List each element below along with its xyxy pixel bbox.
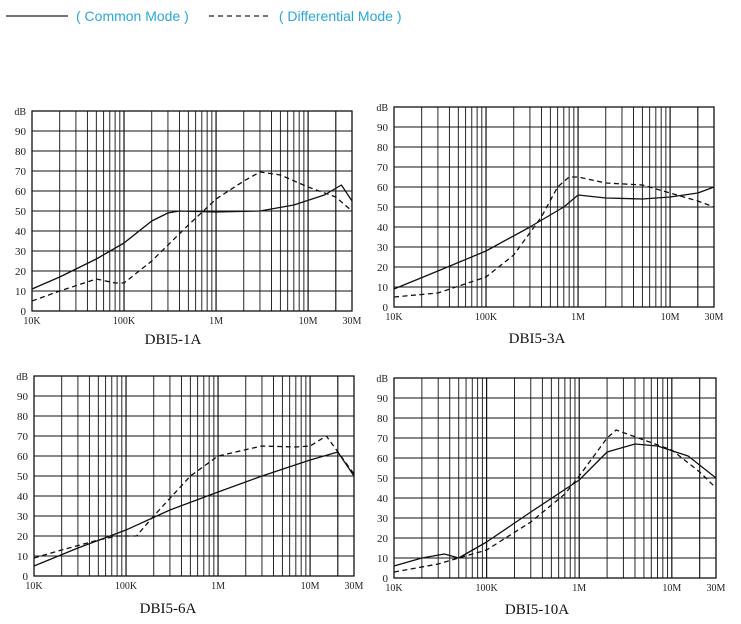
series-line-common-mode: [33, 451, 355, 567]
x-tick-label: 30M: [345, 581, 364, 592]
x-tick-label: 30M: [707, 583, 726, 594]
y-axis-label: dB: [14, 107, 26, 118]
x-tick-label: 10K: [23, 316, 41, 327]
y-tick-label: 60: [17, 451, 29, 463]
y-tick-label: 20: [377, 262, 389, 274]
legend-differential-mode-label: ( Differential Mode ): [278, 8, 402, 24]
y-tick-label: 20: [17, 531, 29, 543]
y-tick-label: 30: [377, 242, 389, 254]
chart-panel: 0 10 20 30 40 50 60 70 80 90 dB 10K 100K 1M 10M 30M DBI5…: [14, 107, 361, 348]
y-tick-label: 0: [383, 573, 389, 585]
y-tick-label: 80: [17, 411, 29, 423]
x-tick-label: 10M: [301, 581, 320, 592]
x-tick-label: 100K: [475, 312, 498, 323]
y-axis-label: dB: [376, 374, 388, 385]
x-tick-label: 1M: [571, 312, 585, 323]
y-tick-label: 0: [383, 302, 389, 314]
y-tick-label: 0: [21, 306, 27, 318]
y-tick-label: 70: [17, 431, 29, 443]
chart-title: DBI5-6A: [140, 601, 197, 617]
y-tick-label: 20: [377, 533, 389, 545]
series-line-common-mode: [393, 186, 715, 290]
y-tick-label: 10: [17, 551, 29, 563]
series-line-differential-mode: [393, 176, 715, 298]
y-tick-label: 30: [17, 511, 29, 523]
y-tick-label: 30: [15, 246, 27, 258]
x-tick-label: 100K: [115, 581, 138, 592]
x-tick-label: 1M: [572, 583, 586, 594]
y-tick-label: 10: [377, 282, 389, 294]
y-tick-label: 50: [17, 471, 29, 483]
y-tick-label: 90: [377, 122, 389, 134]
y-tick-label: 90: [15, 126, 27, 138]
x-tick-label: 10M: [299, 316, 318, 327]
y-axis-label: dB: [16, 372, 28, 383]
legend-common-mode-label: ( Common Mode ): [76, 8, 189, 24]
x-tick-label: 10K: [25, 581, 43, 592]
y-axis-label: dB: [376, 103, 388, 114]
y-tick-label: 50: [377, 202, 389, 214]
y-tick-label: 80: [377, 142, 389, 154]
x-tick-label: 1M: [209, 316, 223, 327]
y-tick-label: 50: [15, 206, 27, 218]
x-tick-label: 10K: [385, 312, 403, 323]
legend-dashed-line-swatch: [208, 15, 271, 17]
y-tick-label: 30: [377, 513, 389, 525]
y-tick-label: 40: [377, 493, 389, 505]
x-tick-label: 30M: [343, 316, 362, 327]
y-tick-label: 40: [377, 222, 389, 234]
series-line-common-mode: [393, 443, 717, 567]
y-tick-label: 10: [377, 553, 389, 565]
chart-panel: 0 10 20 30 40 50 60 70 80 90 dB 10K 100K 1M 10M 30M DBI5…: [376, 374, 725, 618]
series-line-common-mode: [31, 184, 353, 290]
y-tick-label: 40: [17, 491, 29, 503]
chart-title: DBI5-10A: [505, 602, 569, 618]
y-tick-label: 20: [15, 266, 27, 278]
x-tick-label: 10M: [661, 312, 680, 323]
y-tick-label: 70: [377, 433, 389, 445]
y-tick-label: 90: [17, 391, 29, 403]
y-tick-label: 10: [15, 286, 27, 298]
series-line-differential-mode: [393, 429, 717, 573]
y-tick-label: 90: [377, 393, 389, 405]
y-tick-label: 80: [15, 146, 27, 158]
x-tick-label: 100K: [475, 583, 498, 594]
y-tick-label: 70: [377, 162, 389, 174]
y-tick-label: 0: [23, 571, 29, 583]
chart-title: DBI5-3A: [509, 331, 566, 347]
legend: ( Common Mode ) ( Differential Mode ): [6, 6, 422, 26]
series-line-differential-mode: [31, 171, 353, 302]
y-tick-label: 40: [15, 226, 27, 238]
y-tick-label: 60: [15, 186, 27, 198]
y-tick-label: 50: [377, 473, 389, 485]
x-tick-label: 10M: [662, 583, 681, 594]
y-tick-label: 60: [377, 453, 389, 465]
x-tick-label: 100K: [113, 316, 136, 327]
chart-title: DBI5-1A: [145, 332, 202, 348]
chart-panel: 0 10 20 30 40 50 60 70 80 90 dB 10K 100K 1M 10M 30M DBI5…: [376, 103, 723, 347]
x-tick-label: 1M: [211, 581, 225, 592]
y-tick-label: 80: [377, 413, 389, 425]
legend-solid-line-swatch: [6, 15, 68, 17]
series-line-differential-mode: [33, 435, 355, 559]
y-tick-label: 70: [15, 166, 27, 178]
x-tick-label: 30M: [705, 312, 724, 323]
y-tick-label: 60: [377, 182, 389, 194]
x-tick-label: 10K: [385, 583, 403, 594]
chart-panel: 0 10 20 30 40 50 60 70 80 90 dB 10K 100K 1M 10M 30M DBI5…: [16, 372, 363, 617]
